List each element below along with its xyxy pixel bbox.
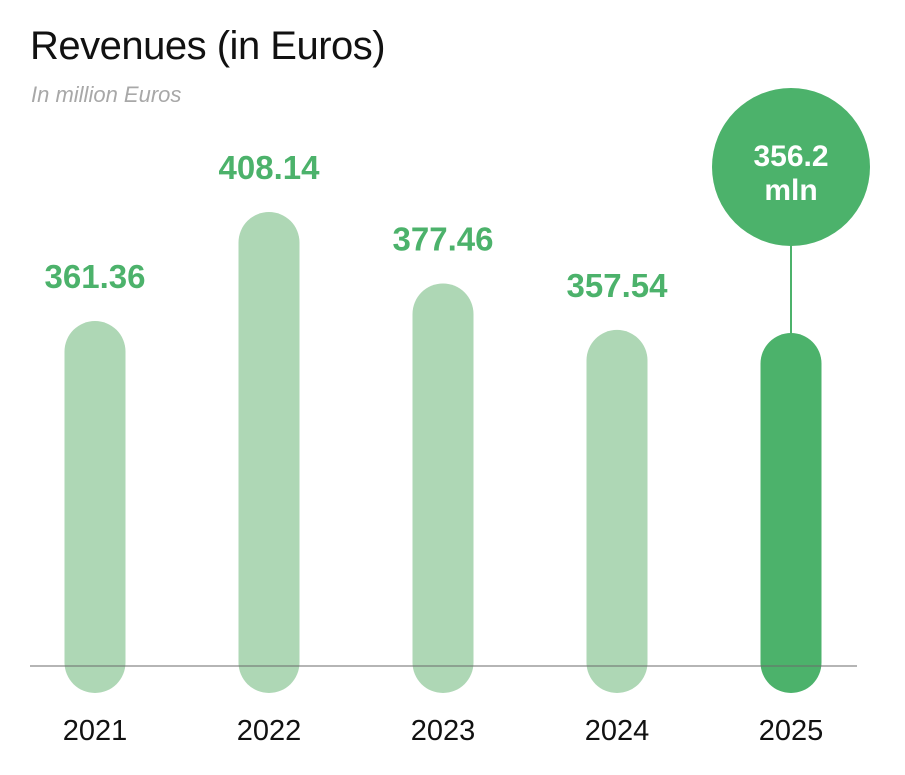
callout-unit: mln xyxy=(764,174,817,207)
bar-2021 xyxy=(64,321,126,693)
value-label-2024: 357.54 xyxy=(567,267,669,304)
chart-title: Revenues (in Euros) xyxy=(30,24,386,68)
callout-bubble xyxy=(712,88,870,246)
value-label-2023: 377.46 xyxy=(393,220,494,257)
x-tick-label-2024: 2024 xyxy=(585,715,650,747)
bar-2025 xyxy=(760,333,822,693)
bar-2023 xyxy=(412,283,474,693)
chart-subtitle: In million Euros xyxy=(31,82,182,107)
bar-2022 xyxy=(238,212,300,693)
x-tick-label-2022: 2022 xyxy=(237,715,302,747)
x-tick-label-2025: 2025 xyxy=(759,715,824,747)
value-label-2021: 361.36 xyxy=(45,258,146,295)
callout-value: 356.2 xyxy=(753,140,828,173)
value-label-2022: 408.14 xyxy=(219,149,321,186)
bar-2024 xyxy=(586,329,648,693)
x-tick-label-2023: 2023 xyxy=(411,715,476,747)
x-tick-label-2021: 2021 xyxy=(63,715,128,747)
